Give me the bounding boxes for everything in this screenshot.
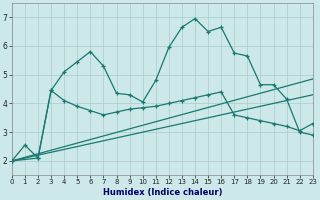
X-axis label: Humidex (Indice chaleur): Humidex (Indice chaleur) [102,188,222,197]
